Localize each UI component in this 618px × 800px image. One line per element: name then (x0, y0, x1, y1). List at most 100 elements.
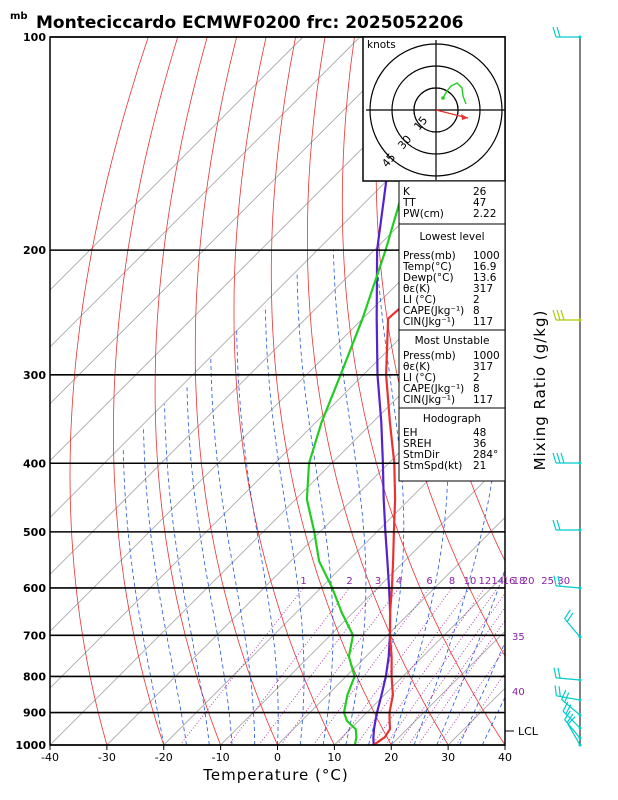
lowest-row-value: 117 (473, 316, 493, 328)
lowest-row-value: 16.9 (473, 261, 496, 273)
hodo-row-label: EH (403, 427, 418, 439)
isotherm-line (50, 37, 361, 348)
right-tick-35: 35 (512, 632, 525, 643)
pressure-label-200: 200 (23, 244, 46, 257)
mu-row-label: LI (°C) (403, 372, 436, 384)
wind-barb-dot (578, 318, 582, 322)
wind-barb-staff (567, 723, 581, 746)
wind-barb-flag (564, 609, 571, 619)
mixing-ratio-label: 10 (464, 576, 477, 587)
lowest-row-value: 317 (473, 283, 493, 295)
wind-barb-dot (578, 698, 582, 702)
pressure-unit-label: mb (10, 11, 28, 22)
wind-barb-flag (558, 686, 561, 697)
lowest-row-label: LI (°C) (403, 294, 436, 306)
wind-barb-staff (556, 585, 581, 589)
wind-barb-flag (552, 452, 557, 464)
wind-barb-flag (556, 26, 561, 38)
wind-barb-dot (578, 35, 582, 39)
mixing-ratio-line (355, 587, 471, 745)
mixing-ratio-label: 2 (346, 576, 352, 587)
isotherm-line (220, 459, 505, 745)
wind-barb-flag (561, 689, 567, 700)
right-axis-label: Mixing Ratio (g/kg) (531, 310, 549, 471)
isotherm-line (50, 232, 505, 689)
pressure-label-400: 400 (23, 457, 46, 470)
isotherm-line (50, 37, 418, 405)
pressure-label-800: 800 (23, 670, 46, 683)
dry-adiabat-line (561, 37, 618, 745)
hodograph-trace (442, 82, 467, 105)
mu-row-value: 1000 (473, 350, 500, 362)
wind-barb-flag (556, 309, 561, 321)
wind-barb-flag (557, 575, 561, 587)
x-tick-label: 40 (498, 751, 512, 764)
x-tick-label: -10 (212, 751, 230, 764)
isotherm-line (50, 175, 505, 632)
moist-adiabat-line (122, 447, 165, 745)
wind-barb-staff (564, 719, 581, 739)
wind-barb-flag (564, 710, 571, 720)
dry-adiabat-line (590, 37, 618, 745)
wind-barb-flag (556, 519, 561, 531)
moist-adiabat-line (296, 272, 334, 745)
wind-barb-flag (552, 519, 557, 531)
wind-barb (552, 309, 582, 322)
wind-barb-staff (556, 677, 581, 681)
wind-barb-dot (578, 528, 582, 532)
moist-adiabat-line (504, 744, 505, 745)
wind-barb-flag (556, 452, 561, 464)
lowest-row-value: 1000 (473, 250, 500, 262)
hodograph-start-point (441, 96, 445, 100)
wind-barb-flag (560, 309, 565, 321)
mu-row-label: CIN(Jkg⁻¹) (403, 394, 455, 406)
wind-barb (552, 26, 582, 39)
mixing-ratio-label: 18 (513, 576, 526, 587)
mu-row-value: 317 (473, 361, 493, 373)
wind-barb-column (552, 26, 582, 747)
x-axis-label: Temperature (°C) (202, 766, 348, 784)
pressure-label-100: 100 (23, 31, 46, 44)
storm-motion-arrowhead (461, 114, 468, 120)
lcl-label: LCL (518, 725, 539, 738)
wind-barb-dot (578, 586, 582, 590)
lowest-row-label: Dewp(°C) (403, 272, 454, 284)
wind-barb (562, 701, 582, 730)
dry-adiabat-line (113, 37, 179, 745)
mixing-ratio-line (408, 606, 505, 745)
pressure-label-600: 600 (23, 582, 46, 595)
wind-barb-dot (578, 635, 582, 639)
pressure-label-900: 900 (23, 707, 46, 720)
wind-barb-staff (556, 695, 581, 701)
panel-frame (398, 180, 506, 482)
x-tick-label: 20 (384, 751, 398, 764)
wind-barb-flag (566, 713, 574, 724)
mixing-ratio-label: 20 (522, 576, 535, 587)
hodograph-units: knots (367, 39, 396, 51)
lowest-row-label: θε(K) (403, 283, 430, 295)
hodo-row-label: StmSpd(kt) (403, 460, 462, 472)
mixing-ratio-label: 4 (396, 576, 402, 587)
wind-barb-flag (562, 701, 569, 712)
dry-adiabat-line (154, 37, 221, 745)
dry-adiabat-line (233, 37, 335, 745)
dry-adiabat-line (341, 37, 505, 745)
most-unstable-heading: Most Unstable (415, 335, 490, 347)
lowest-row-label: Temp(°C) (402, 261, 452, 273)
wind-barb-flag (552, 26, 557, 38)
mu-row-label: Press(mb) (403, 350, 456, 362)
lowest-level-heading: Lowest level (419, 231, 484, 243)
wind-barb-flag (566, 612, 574, 623)
index-row-label: TT (402, 197, 416, 209)
x-tick-label: 10 (327, 751, 341, 764)
x-tick-label: -40 (41, 751, 59, 764)
mu-row-label: θε(K) (403, 361, 430, 373)
mixing-ratio-label: 8 (449, 576, 455, 587)
wind-barb-flag (565, 704, 572, 715)
mu-row-value: 117 (473, 394, 493, 406)
mixing-ratio-label: 1 (300, 576, 306, 587)
dry-adiabat-line (270, 37, 392, 745)
wind-barb-dot (578, 678, 582, 682)
